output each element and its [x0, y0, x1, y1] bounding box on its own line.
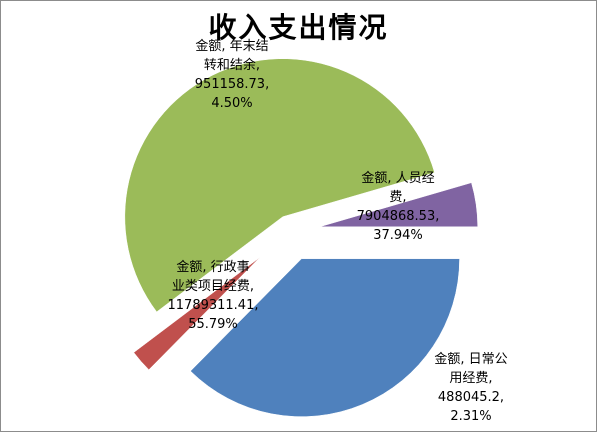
data-label-0-line-2: 7904868.53,: [357, 209, 440, 224]
data-label-0-line-0: 金额, 人员经: [361, 170, 434, 186]
data-label-1-line-0: 金额, 日常公: [434, 351, 507, 367]
data-label-2-line-3: 55.79%: [188, 317, 238, 332]
data-label-0-line-3: 37.94%: [373, 228, 423, 243]
pie-slice-0: [190, 258, 460, 417]
data-label-0: 金额, 人员经费, 7904868.53, 37.94%: [357, 170, 440, 243]
data-label-2: 金额, 行政事业类项目经费, 11789311.41, 55.79%: [168, 259, 259, 332]
data-label-1-line-2: 488045.2,: [438, 390, 504, 405]
data-label-2-line-0: 金额, 行政事: [176, 259, 249, 275]
chart-title: 收入支出情况: [208, 11, 389, 44]
data-label-1-line-1: 用经费,: [449, 371, 492, 386]
data-label-3: 金额, 年末结转和结余, 951158.73, 4.50%: [195, 38, 269, 111]
pie-slice-2: [124, 58, 435, 313]
pie-slice-3: [319, 182, 478, 228]
data-label-0-line-1: 费,: [389, 190, 406, 205]
data-label-3-line-3: 4.50%: [211, 96, 252, 111]
data-label-3-line-1: 转和结余,: [204, 57, 260, 73]
data-label-1-line-3: 2.31%: [450, 409, 491, 424]
data-label-2-line-1: 业类项目经费,: [172, 279, 254, 294]
data-label-2-line-2: 11789311.41,: [168, 298, 259, 313]
data-label-3-line-2: 951158.73,: [195, 77, 269, 92]
data-label-1: 金额, 日常公用经费, 488045.2, 2.31%: [434, 351, 507, 424]
pie-slice-1: [133, 257, 261, 371]
data-label-3-line-0: 金额, 年末结: [195, 38, 268, 54]
